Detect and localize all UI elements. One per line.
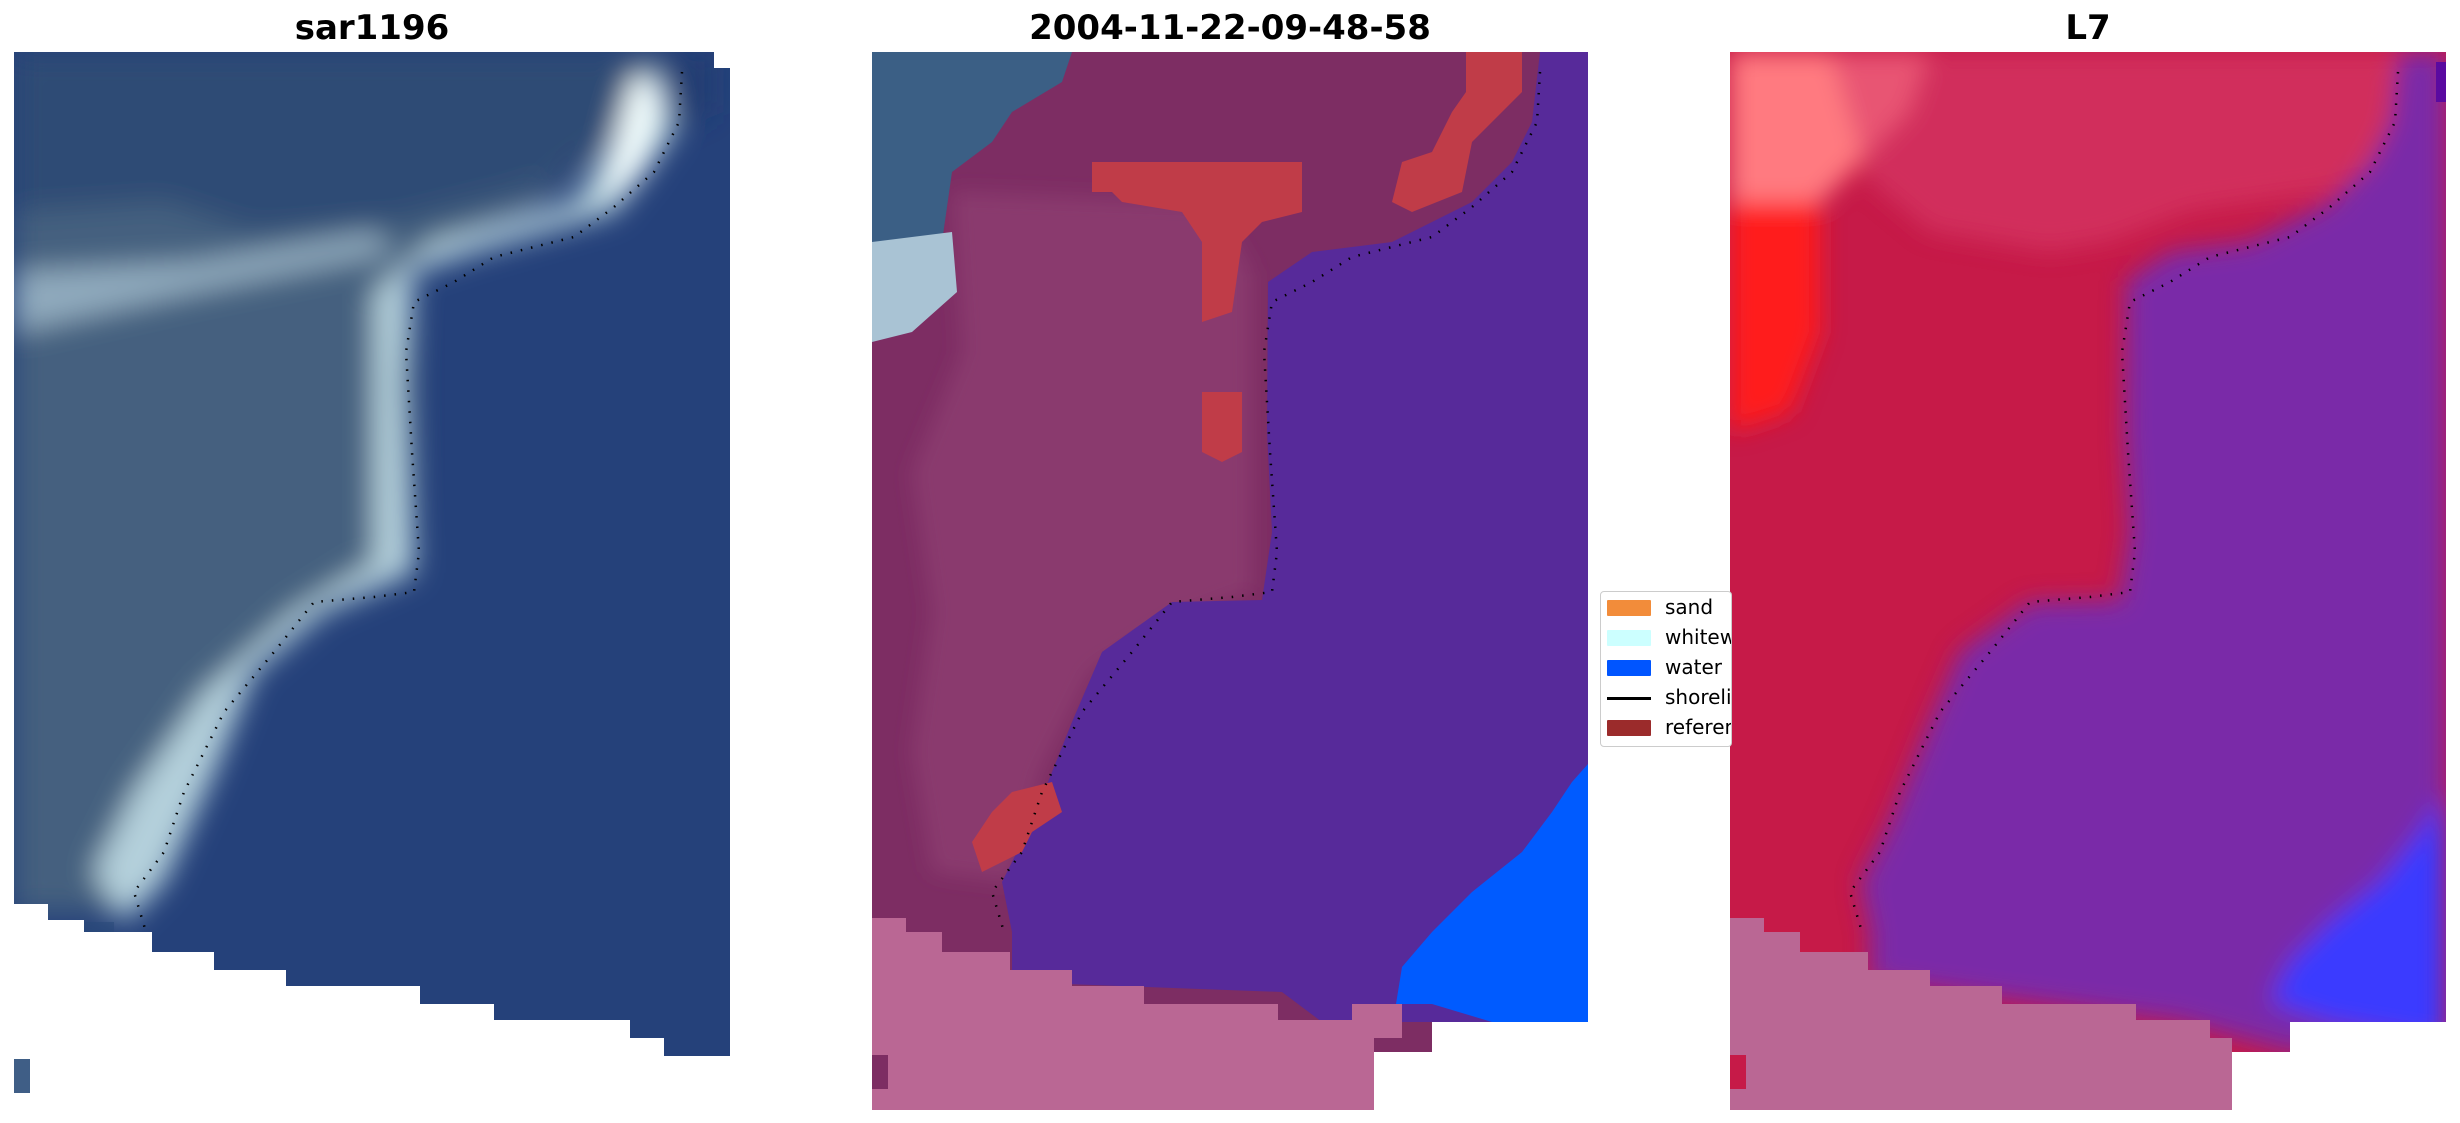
- sand-swatch: [1607, 600, 1651, 616]
- classification-panel: [872, 52, 1588, 1110]
- legend-item-water: water: [1601, 652, 1731, 682]
- legend-label: shoreline: [1665, 685, 1732, 709]
- rgb-image-panel: [14, 52, 730, 1110]
- panel-title-sar: sar1196: [294, 8, 450, 48]
- shoreline: [1848, 71, 2400, 933]
- legend-item-reference: reference: [1601, 712, 1731, 742]
- panel-title-l7: L7: [2065, 8, 2111, 48]
- shoreline-line-swatch: [1607, 697, 1651, 700]
- whitewater-swatch: [1607, 630, 1651, 646]
- legend-item-sand: sand: [1601, 592, 1731, 622]
- legend-label: sand: [1665, 595, 1714, 619]
- l7-image: [1730, 52, 2446, 1110]
- legend-label: water: [1665, 655, 1722, 679]
- legend-item-shoreline: shoreline: [1601, 682, 1731, 712]
- shoreline: [990, 71, 1542, 933]
- panel-title-date: 2004-11-22-09-48-58: [1029, 8, 1431, 48]
- classification-image: [872, 52, 1588, 1110]
- reference-swatch: [1607, 720, 1651, 736]
- l7-panel: [1730, 52, 2446, 1110]
- water-swatch: [1607, 660, 1651, 676]
- shoreline: [132, 71, 684, 933]
- rgb-image: [14, 52, 730, 1093]
- legend-label: reference: [1665, 715, 1731, 739]
